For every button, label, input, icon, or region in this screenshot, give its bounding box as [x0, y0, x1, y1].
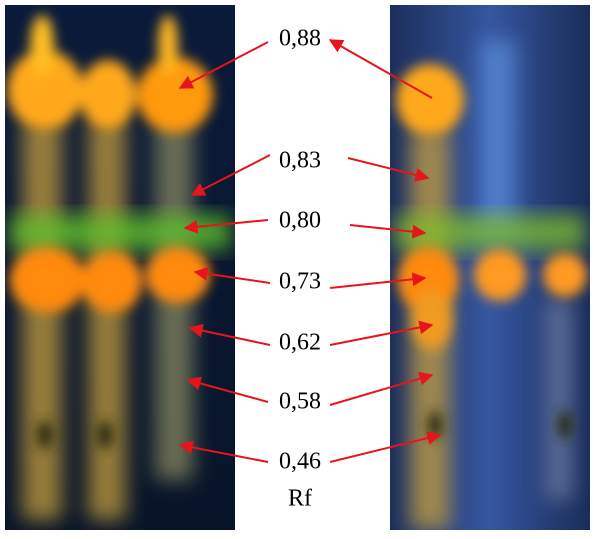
- arrows: [178, 39, 442, 463]
- rf-label: 0,46: [279, 449, 321, 475]
- axis-label: Rf: [288, 486, 312, 512]
- right-plate: [390, 5, 590, 530]
- rf-label: 0,73: [279, 269, 321, 295]
- rf-label: 0,83: [279, 148, 321, 174]
- rf-label: 0,80: [279, 208, 321, 234]
- rf-label: 0,88: [279, 26, 321, 52]
- left-plate: [5, 5, 235, 530]
- rf-label: 0,62: [279, 330, 321, 356]
- rf-label: 0,58: [279, 389, 321, 415]
